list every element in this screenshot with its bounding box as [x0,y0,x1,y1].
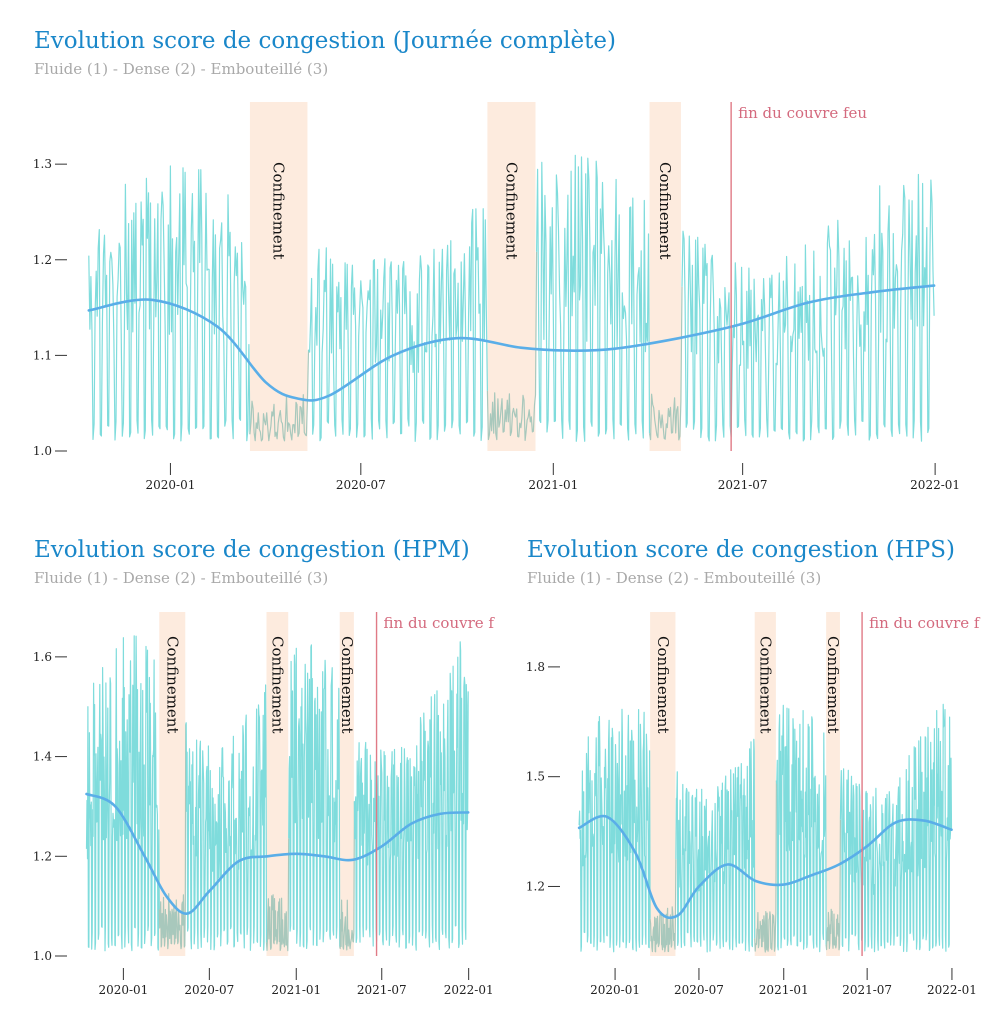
raw-series-segment [288,644,341,949]
lockdown-label: Confinement [656,162,674,260]
raw-series-segment [839,703,953,953]
x-tick-label: 2022-01 [927,983,977,997]
y-tick-label: 1.8 [526,660,545,674]
raw-series-segment [85,635,160,952]
x-tick-label: 2021-07 [357,983,407,997]
lockdown-label: Confinement [503,162,521,260]
chart-plot-full-day: Confinement Confinement Confinement fin du … [33,102,960,492]
raw-series-segment [536,154,651,442]
chart-subtitle: Fluide (1) - Dense (2) - Embouteillé (3) [34,60,329,78]
x-tick-label: 2021-07 [842,983,892,997]
x-tick-label: 2021-01 [528,478,578,492]
y-tick-label: 1.6 [33,650,52,664]
chart-title: Evolution score de congestion (HPM) [34,537,470,563]
raw-series-segment [775,704,827,953]
raw-series-segment [681,173,935,442]
raw-series-segment [307,208,488,442]
trend-line [85,792,470,915]
lockdown-label: Confinement [163,636,181,734]
y-tick-label: 1.1 [33,348,52,362]
lockdown-band [266,612,289,956]
y-tick-label: 1.0 [33,444,52,458]
raw-series-segment [185,684,268,951]
y-tick-label: 1.3 [33,157,52,171]
y-tick-label: 1.0 [33,949,52,963]
y-tick-label: 1.2 [526,879,545,893]
raw-series-lockdown-segment [339,801,355,951]
x-tick-label: 2020-01 [98,983,148,997]
lockdown-band [649,102,681,451]
x-tick-label: 2020-01 [590,983,640,997]
chart-subtitle: Fluide (1) - Dense (2) - Embouteillé (3) [527,569,822,587]
curfew-label: fin du couvre f [869,614,981,632]
raw-series-lockdown-segment [265,838,290,952]
lockdown-label: Confinement [824,636,842,734]
x-tick-label: 2020-07 [674,983,724,997]
x-tick-label: 2021-01 [759,983,809,997]
y-tick-label: 1.2 [33,849,52,863]
raw-series-segment [88,165,251,442]
raw-series-lockdown-segment [754,780,777,953]
raw-series-segment [675,738,756,953]
raw-series-lockdown-segment [825,819,841,951]
x-tick-label: 2020-01 [145,478,195,492]
chart-subtitle: Fluide (1) - Dense (2) - Embouteillé (3) [34,569,329,587]
x-tick-label: 2021-07 [718,478,768,492]
lockdown-label: Confinement [268,636,286,734]
raw-series-lockdown-segment [158,724,187,950]
chart-title: Evolution score de congestion (Journée c… [34,28,616,54]
chart-plot-hpm: Confinement Confinement Confinement fin du … [33,612,496,997]
y-tick-label: 1.5 [526,770,545,784]
raw-series-segment [578,708,651,953]
lockdown-band [339,612,354,956]
lockdown-band [487,102,536,451]
trend-line [577,814,953,920]
chart-title: Evolution score de congestion (HPS) [527,537,955,563]
lockdown-band [650,612,676,956]
raw-series-segment [353,641,469,951]
x-tick-label: 2022-01 [444,983,494,997]
chart-panel-full-day: Evolution score de congestion (Journée c… [0,0,1000,510]
x-tick-label: 2021-01 [271,983,321,997]
trend-line [87,284,936,402]
curfew-label: fin du couvre f [384,614,496,632]
lockdown-label: Confinement [270,162,288,260]
chart-panel-hpm: Evolution score de congestion (HPM) Flui… [0,510,500,1035]
curfew-label: fin du couvre feu [738,104,867,122]
raw-series-lockdown-segment [249,349,310,442]
chart-panel-hps: Evolution score de congestion (HPS) Flui… [493,510,1000,1035]
x-tick-label: 2022-01 [910,478,960,492]
raw-series-lockdown-segment [648,286,683,441]
lockdown-label: Confinement [338,636,356,734]
x-tick-label: 2020-07 [336,478,386,492]
x-tick-label: 2020-07 [184,983,234,997]
chart-plot-hps: Confinement Confinement Confinement fin du … [526,612,981,997]
y-tick-label: 1.2 [33,253,52,267]
y-tick-label: 1.4 [33,750,52,764]
raw-series-lockdown-segment [486,251,538,441]
lockdown-label: Confinement [756,636,774,734]
lockdown-band [754,612,776,956]
lockdown-label: Confinement [654,636,672,734]
